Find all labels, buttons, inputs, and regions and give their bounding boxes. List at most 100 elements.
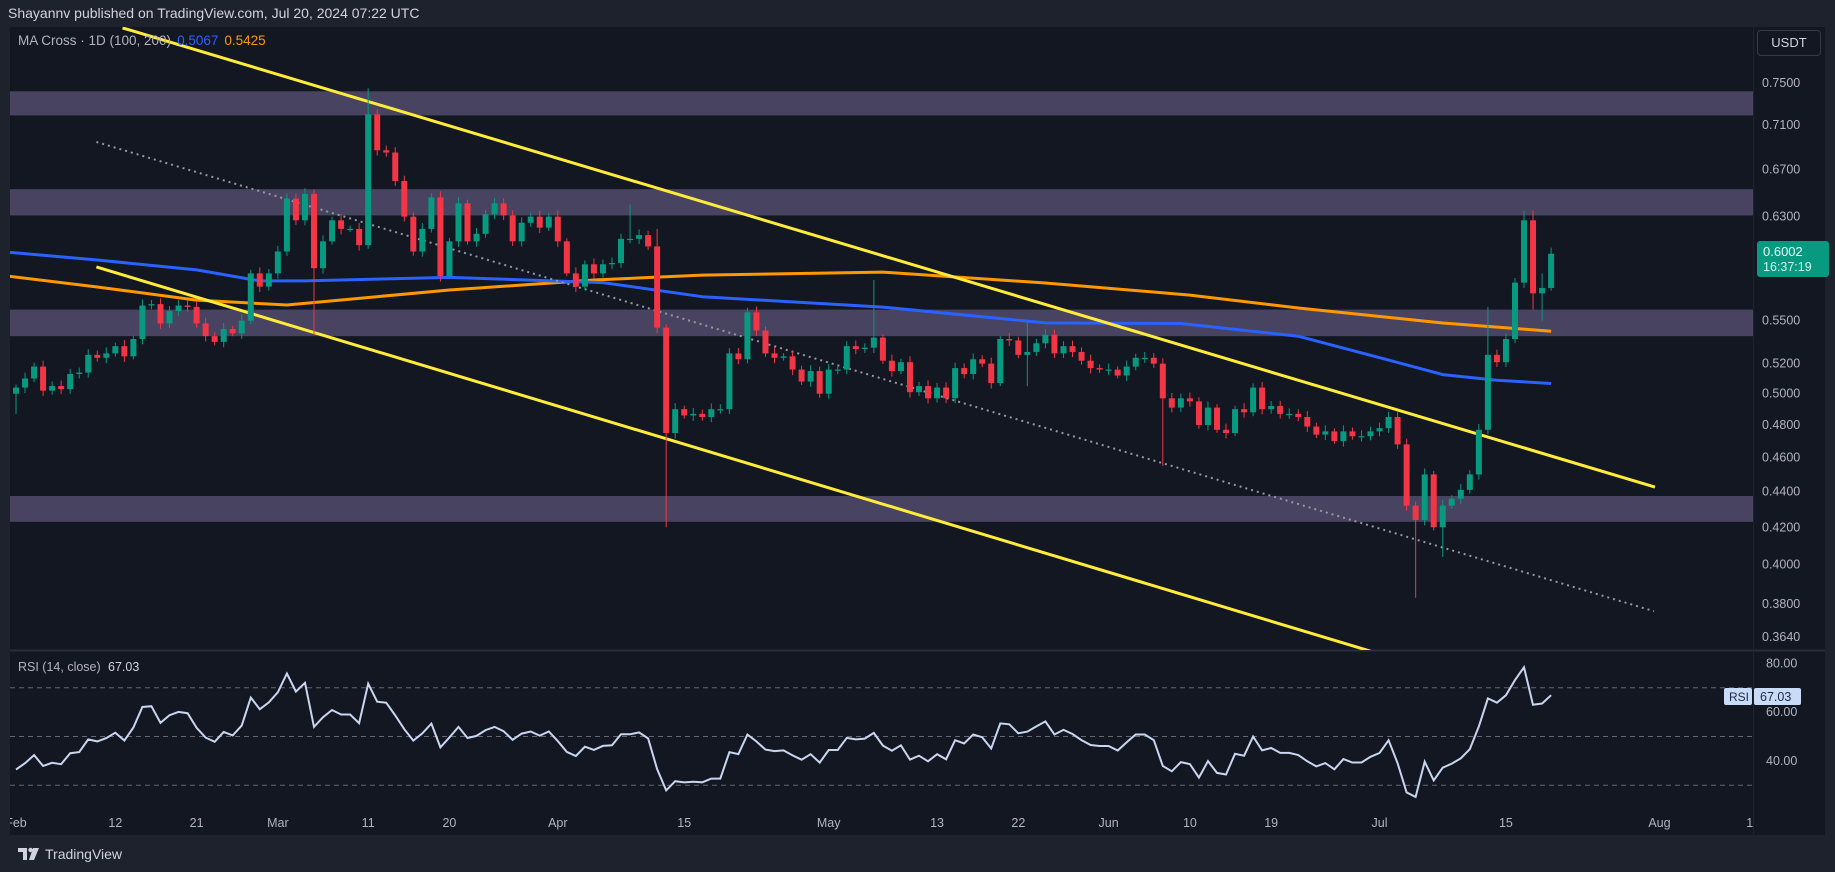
time-tick-label: 20 bbox=[442, 816, 456, 830]
candle bbox=[618, 233, 625, 268]
candle bbox=[383, 145, 390, 157]
candle-body bbox=[852, 346, 859, 350]
candle bbox=[1403, 438, 1410, 511]
currency-button[interactable]: USDT bbox=[1757, 30, 1821, 56]
candle-body bbox=[861, 347, 868, 350]
candle bbox=[13, 384, 19, 414]
candle bbox=[1394, 412, 1401, 449]
support-resistance-zones bbox=[10, 91, 1753, 522]
candle-body bbox=[139, 305, 146, 340]
candle-body bbox=[301, 193, 308, 221]
candle bbox=[1539, 273, 1546, 321]
candle bbox=[699, 409, 706, 421]
candle bbox=[654, 228, 661, 334]
candle-body bbox=[1114, 369, 1121, 376]
time-tick-label: May bbox=[817, 816, 841, 830]
candle bbox=[365, 88, 372, 249]
candle-body bbox=[509, 215, 516, 242]
candle-body bbox=[618, 238, 625, 264]
candle bbox=[1105, 363, 1112, 376]
candle bbox=[1286, 408, 1293, 419]
candle bbox=[1548, 247, 1555, 291]
candle bbox=[301, 188, 308, 226]
indicator-name: MA Cross · 1D (100, 200) bbox=[18, 33, 172, 48]
candle-body bbox=[599, 264, 606, 274]
candle bbox=[1150, 353, 1157, 368]
candle bbox=[1295, 409, 1302, 422]
candle bbox=[1250, 383, 1257, 417]
candle-body bbox=[1511, 282, 1518, 340]
candle-body bbox=[356, 228, 363, 246]
candle-body bbox=[825, 369, 832, 394]
candle bbox=[392, 147, 399, 186]
candle-body bbox=[121, 346, 128, 357]
candle-body bbox=[753, 312, 760, 331]
candle bbox=[473, 227, 480, 247]
candle-body bbox=[365, 114, 372, 246]
rsi-line bbox=[15, 664, 1552, 799]
candle-body bbox=[572, 273, 579, 287]
candle bbox=[1141, 351, 1148, 364]
candle-body bbox=[184, 305, 191, 307]
candle bbox=[1421, 468, 1428, 526]
candle bbox=[934, 382, 941, 403]
ma100-line bbox=[10, 250, 1552, 385]
candle bbox=[338, 214, 345, 235]
rsi-legend-label[interactable]: RSI (14, close) bbox=[18, 660, 101, 674]
candle bbox=[1015, 336, 1022, 359]
candle bbox=[753, 306, 760, 336]
candle bbox=[1123, 360, 1130, 382]
brand-name: TradingView bbox=[45, 846, 123, 862]
candle-body bbox=[1286, 413, 1293, 416]
candle-body bbox=[536, 216, 543, 228]
candle bbox=[1304, 411, 1311, 432]
candle-body bbox=[934, 387, 941, 399]
candle-body bbox=[13, 387, 19, 394]
candle-countdown: 16:37:19 bbox=[1763, 260, 1812, 274]
candle-body bbox=[274, 251, 281, 274]
price-tick-label: 0.4800 bbox=[1762, 418, 1800, 432]
candle-body bbox=[1204, 407, 1211, 425]
time-axis[interactable]: Feb 12 21 Mar 11 20 Apr 15 May 13 22 Jun 10 19 Jul 15 Au… bbox=[5, 816, 1753, 830]
candle bbox=[527, 212, 534, 227]
candle bbox=[518, 217, 525, 247]
trendlines[interactable] bbox=[95, 27, 1656, 654]
candle bbox=[916, 381, 922, 396]
indicator-legend[interactable]: MA Cross · 1D (100, 200) 0.5067 0.5425 bbox=[18, 33, 266, 48]
candle-body bbox=[1268, 406, 1275, 410]
candle-body bbox=[320, 241, 327, 269]
mid-channel-trendline[interactable] bbox=[96, 141, 1655, 613]
upper-channel-trendline[interactable] bbox=[122, 27, 1656, 489]
candle-body bbox=[238, 320, 245, 334]
candle-body bbox=[925, 386, 932, 399]
candle bbox=[1502, 333, 1509, 368]
candle-body bbox=[699, 413, 706, 418]
time-tick-label: Mar bbox=[267, 816, 289, 830]
candle-body bbox=[310, 193, 317, 269]
candle bbox=[211, 332, 218, 346]
candle-body bbox=[392, 152, 399, 182]
candle-body bbox=[58, 386, 65, 390]
candle bbox=[401, 175, 408, 222]
candle bbox=[1259, 381, 1266, 415]
candle bbox=[491, 197, 498, 220]
candle bbox=[1069, 340, 1076, 358]
candle bbox=[112, 342, 119, 357]
candle bbox=[861, 343, 868, 353]
lower-channel-trendline[interactable] bbox=[95, 265, 1379, 654]
footer-brand[interactable]: TradingView bbox=[18, 846, 122, 862]
candle bbox=[970, 353, 977, 380]
candle-body bbox=[437, 197, 444, 277]
candle bbox=[825, 364, 832, 399]
price-axis[interactable]: 0.7500 0.7100 0.6700 0.6300 0.5500 0.5200 0.50… bbox=[1762, 76, 1800, 644]
candle-body bbox=[1430, 474, 1437, 528]
candle-body bbox=[988, 363, 995, 384]
candle-body bbox=[1412, 505, 1419, 521]
candle bbox=[997, 335, 1004, 386]
candle bbox=[1132, 353, 1139, 371]
rsi-axis[interactable]: 80.00 60.00 40.00 bbox=[1766, 656, 1797, 768]
candle-body bbox=[807, 371, 814, 382]
candle bbox=[166, 306, 173, 328]
candle bbox=[870, 279, 877, 354]
